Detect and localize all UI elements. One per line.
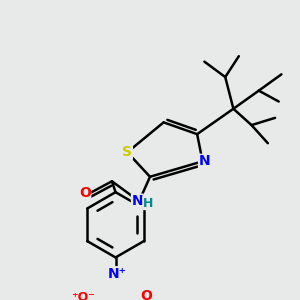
Text: N: N — [131, 194, 143, 208]
Text: N⁺: N⁺ — [108, 267, 127, 281]
Text: S: S — [122, 145, 132, 159]
Text: O: O — [79, 186, 91, 200]
Text: N: N — [199, 154, 210, 168]
Text: H: H — [143, 196, 153, 209]
Text: ⁺O⁻: ⁺O⁻ — [71, 291, 95, 300]
Text: O: O — [140, 289, 152, 300]
